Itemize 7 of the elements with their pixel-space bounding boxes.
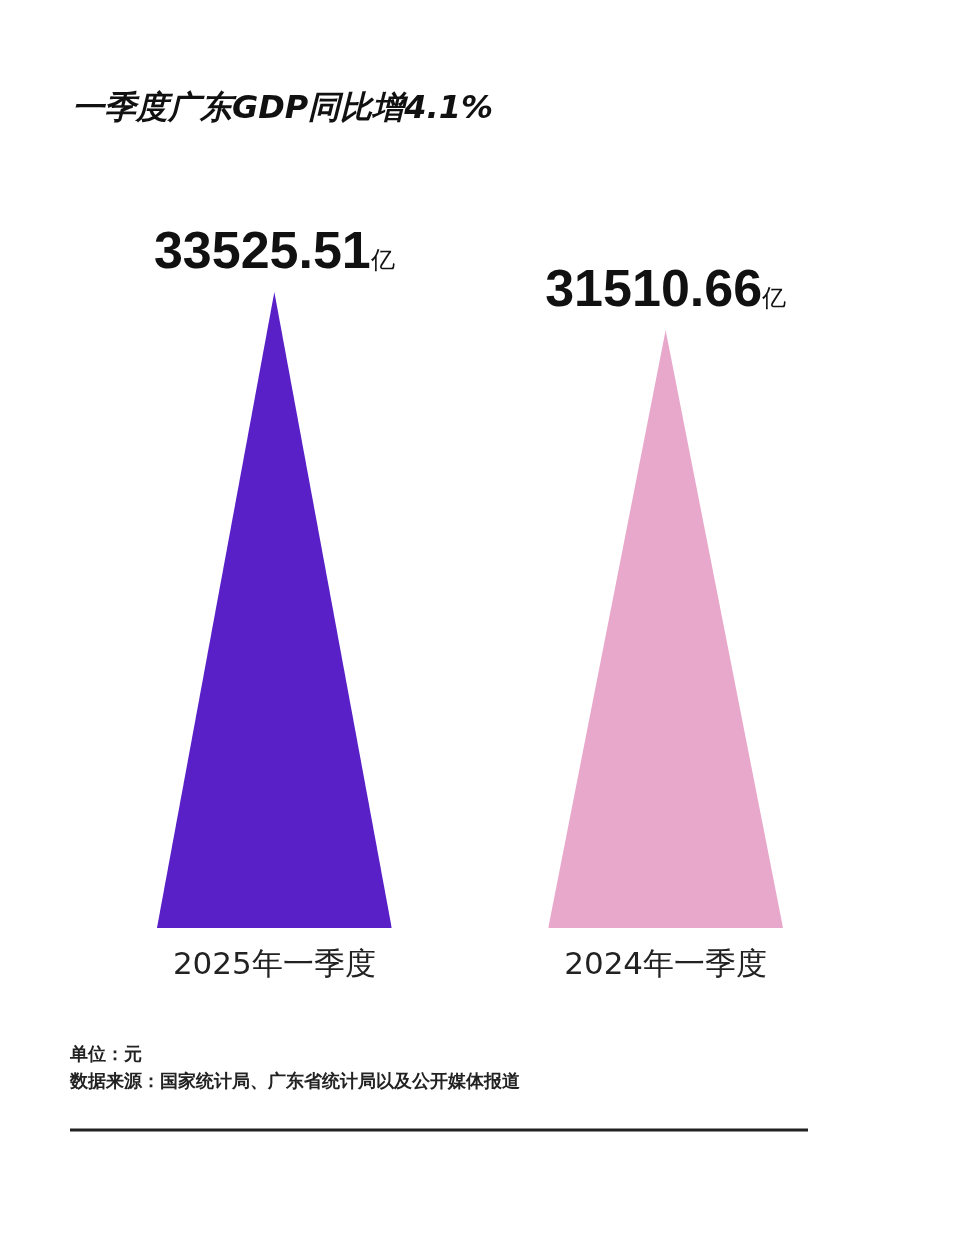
data-label: 31510.66亿	[545, 259, 787, 318]
text: 单位：元	[69, 1043, 142, 1064]
data-label: 33525.51亿	[153, 221, 395, 279]
x-tick-label: 2024年一季度	[564, 945, 768, 981]
chart-title: 一季度广东GDP同比增4.1%	[72, 88, 494, 126]
x-tick-label: 2025年一季度	[172, 945, 376, 981]
source-note: 数据来源：国家统计局、广东省统计局以及公开媒体报道	[69, 1070, 520, 1091]
